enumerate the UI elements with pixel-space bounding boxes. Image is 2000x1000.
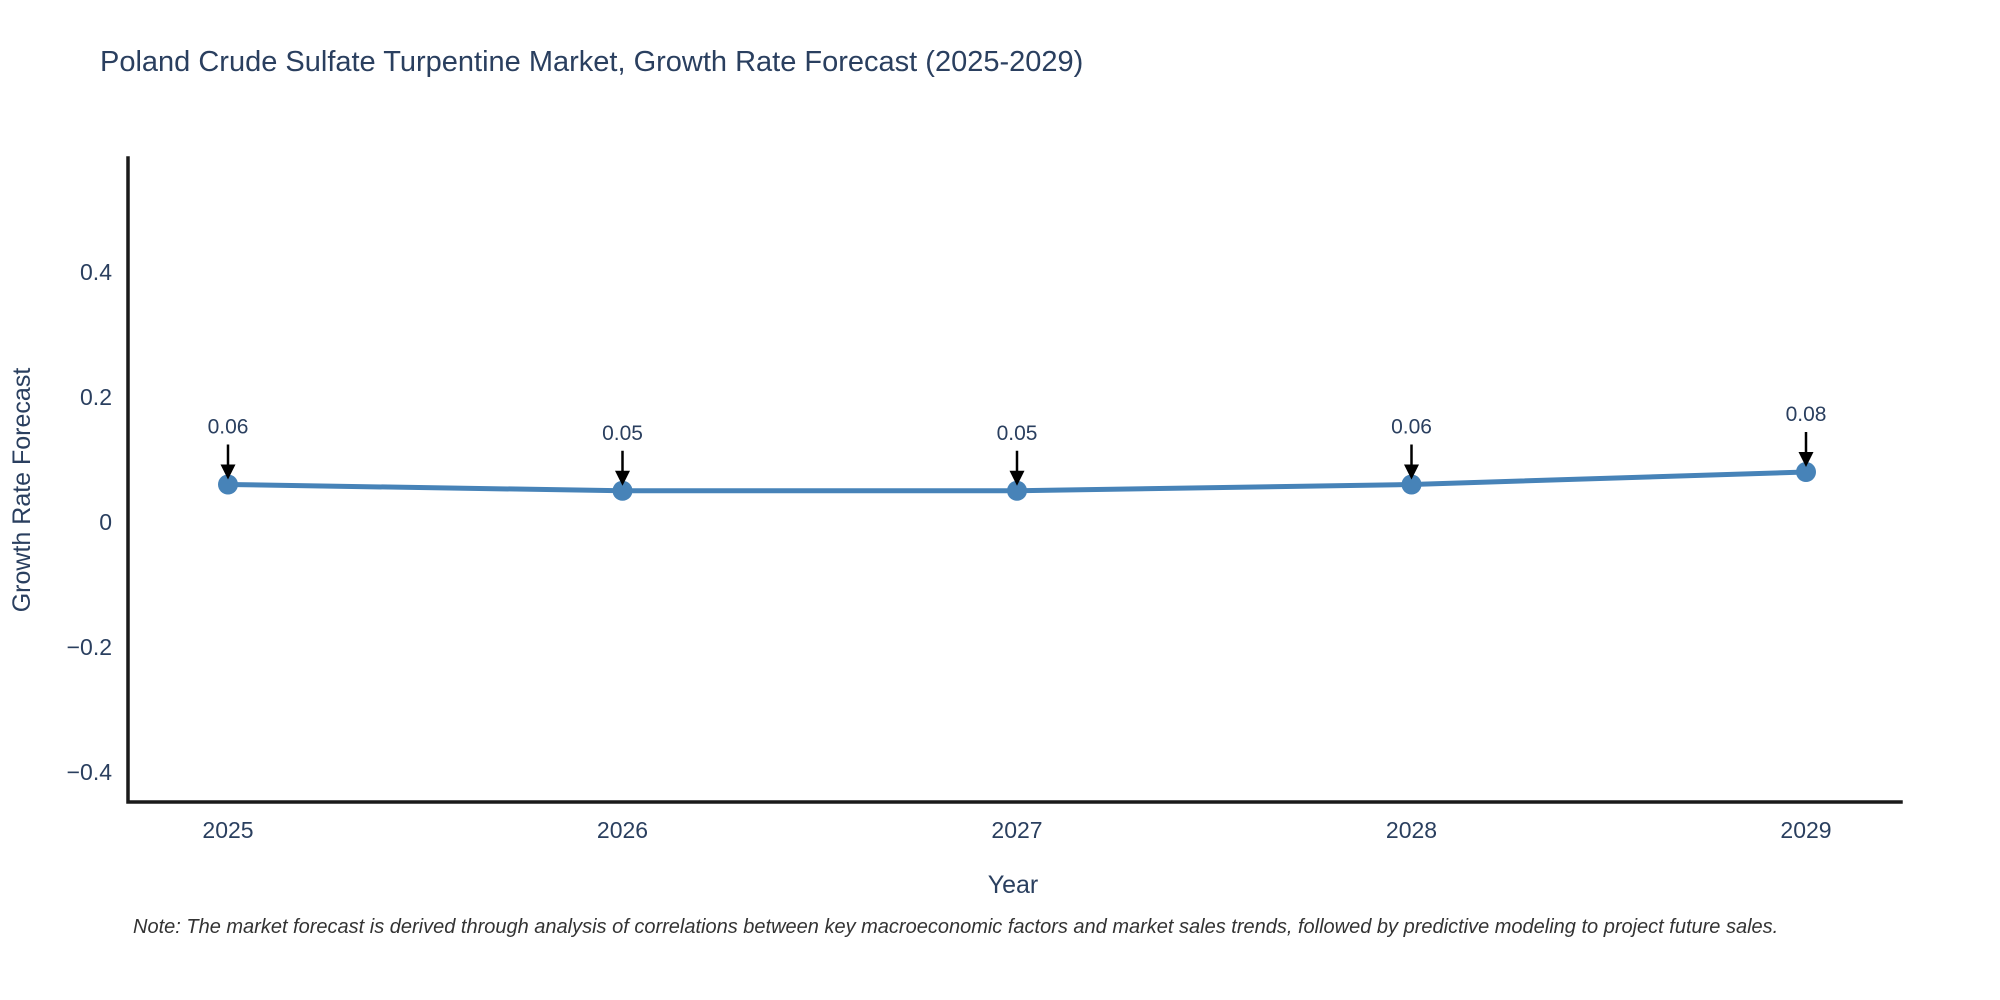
- data-point: [1007, 480, 1027, 501]
- chart-footnote: Note: The market forecast is derived thr…: [133, 916, 1779, 938]
- point-annotation: 0.06: [1391, 416, 1432, 480]
- annotation-value: 0.08: [1786, 403, 1827, 426]
- x-tick-label: 2029: [1780, 817, 1831, 843]
- x-tick-label: 2025: [202, 817, 253, 843]
- x-tick-label: 2027: [991, 817, 1042, 843]
- data-point: [1796, 462, 1816, 482]
- x-tick-label: 2026: [597, 817, 648, 843]
- point-annotation: 0.08: [1786, 403, 1827, 467]
- y-tick-label: 0: [99, 509, 112, 535]
- point-annotation: 0.06: [208, 416, 249, 480]
- annotation-value: 0.06: [1391, 416, 1432, 439]
- annotation-value: 0.05: [997, 422, 1038, 445]
- x-tick-label: 2028: [1386, 817, 1437, 843]
- chart-title: Poland Crude Sulfate Turpentine Market, …: [100, 46, 1084, 78]
- y-tick-label: 0.2: [80, 384, 112, 410]
- data-point: [1401, 474, 1422, 495]
- annotation-arrow-head: [615, 470, 630, 486]
- y-tick-label: −0.2: [67, 634, 112, 660]
- annotation-arrow-head: [220, 464, 236, 480]
- annotation-arrow-head: [1798, 452, 1814, 467]
- y-axis-title: Growth Rate Forecast: [8, 368, 36, 613]
- annotation-value: 0.05: [602, 422, 643, 445]
- data-point: [612, 480, 633, 501]
- y-tick-label: 0.4: [80, 259, 112, 285]
- data-point: [218, 474, 238, 495]
- annotation-value: 0.06: [208, 416, 249, 439]
- point-annotation: 0.05: [997, 422, 1038, 486]
- y-tick-label: −0.4: [67, 759, 113, 785]
- annotation-arrow-head: [1009, 470, 1025, 486]
- point-annotation: 0.05: [602, 422, 643, 486]
- annotation-arrow-head: [1404, 464, 1419, 480]
- axis-frame: [126, 156, 1903, 804]
- x-axis-title: Year: [988, 871, 1039, 899]
